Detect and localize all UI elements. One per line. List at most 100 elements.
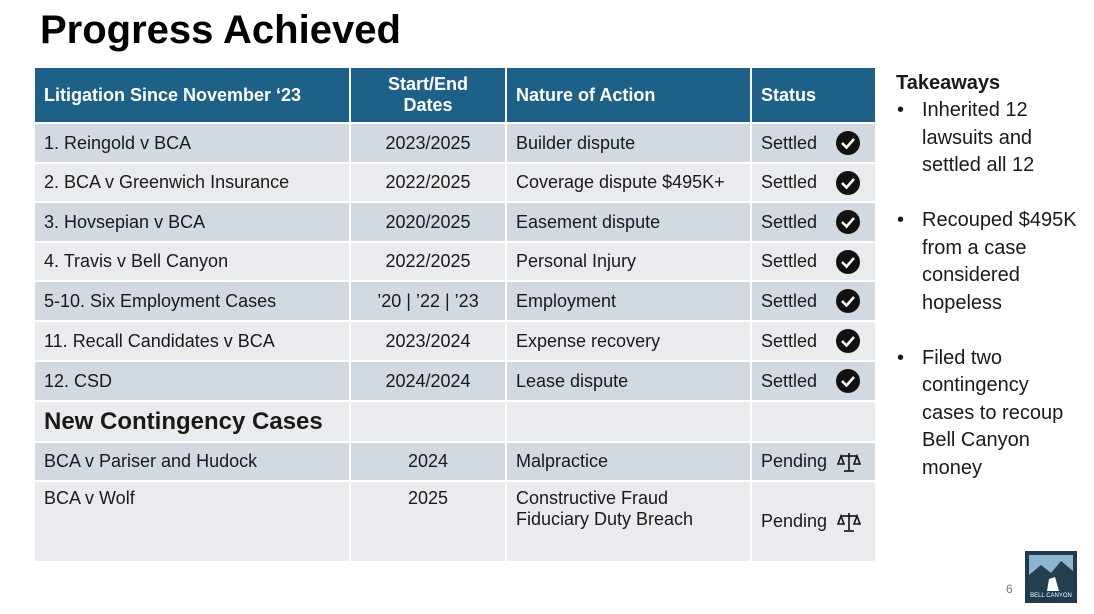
takeaway-line: lawsuits and [922,126,1033,149]
cell-text: Litigation Since November ‘23 [44,84,302,105]
cell-text: 11. Recall Candidates v BCA [44,330,275,351]
table-cell: 5-10. Six Employment Cases [35,282,351,322]
cell-text: Coverage dispute $495K+ [516,172,725,192]
cell-text: Nature of Action [516,84,656,105]
cell-text: Personal Injury [516,251,637,271]
table-cell: 2025 [351,482,507,563]
status-icon [837,510,861,534]
cell-text: 2023/2024 [385,330,471,351]
table-cell: ’20 | ’22 | ’23 [351,282,507,322]
cell-text: Settled [761,330,818,351]
table-cell: Settled [752,322,877,362]
takeaway-line: considered [922,264,1020,286]
status-icon [837,450,861,474]
bullet: • [897,99,905,121]
status-icon [835,130,861,156]
table-cell: 3. Hovsepian v BCA [35,203,351,243]
cell-text: BCA v Pariser and Hudock [44,451,258,471]
logo-text: BELL CANYON [1030,593,1072,599]
text-lines: Constructive Fraud Fiduciary Duty Breach [516,488,693,530]
bullet: • [897,346,905,369]
cell-text: 5-10. Six Employment Cases [44,290,277,311]
table-cell: Settled [752,164,877,203]
page-number: 6 [1006,582,1013,596]
cell-text: Settled [761,172,818,192]
table-cell: 2022/2025 [351,164,507,203]
logo: BELL CANYON [1025,551,1077,603]
takeaway-line: contingency [922,374,1029,396]
table-cell: Expense recovery [507,322,752,362]
status-icon [835,170,861,196]
takeaway-line: hopeless [922,291,1003,314]
table-cell: 12. CSD [35,362,351,402]
status-icon [835,368,861,394]
text-lines: Start/End Dates [388,74,468,116]
cell-text: Settled [761,211,818,232]
takeaway-line: Inherited 12 [922,99,1028,121]
cell-text: ’20 | ’22 | ’23 [377,290,479,311]
takeaway-line: cases to recoup [922,401,1064,424]
cell-text: BCA v Wolf [44,488,135,508]
table-cell: Easement dispute [507,203,752,243]
takeaway-line: Recouped $495K [922,209,1077,231]
bullet: • [897,209,905,231]
cell-text: 2025 [407,488,449,508]
table-cell: Settled [752,124,877,164]
table-cell: BCA v Wolf [35,482,351,563]
cell-text: 2023/2025 [385,132,471,153]
cell-text: 2024 [407,451,449,471]
cell-text: Expense recovery [516,330,661,351]
table-cell: 2. BCA v Greenwich Insurance [35,164,351,203]
cell-text: Builder dispute [516,132,636,153]
cell-text: 2020/2025 [385,211,471,232]
table-cell: 2020/2025 [351,203,507,243]
table-cell [752,402,877,443]
table-cell: 2023/2025 [351,124,507,164]
text-line: Start/End [387,74,468,94]
table-cell: Personal Injury [507,243,752,282]
cell-text: Easement dispute [516,211,661,232]
cell-text: Pending [761,511,828,531]
cell-text: 2024/2024 [385,370,471,391]
table-cell: Pending [752,482,877,563]
cell-text: 2022/2025 [385,172,471,192]
cell-text: 2. BCA v Greenwich Insurance [44,172,290,192]
table-cell: 1. Reingold v BCA [35,124,351,164]
takeaways-title: Takeaways [896,72,1001,94]
column-header: Status [752,68,877,124]
takeaway-line: from a case [922,236,1027,259]
table-cell: Builder dispute [507,124,752,164]
cell-text: Settled [761,251,818,271]
table-cell: Lease dispute [507,362,752,402]
table-cell: Settled [752,243,877,282]
cell-text: Status [761,84,817,105]
text-line: Fiduciary Duty Breach [516,509,694,529]
text-line: Constructive Fraud [516,488,669,508]
column-header: Litigation Since November ‘23 [35,68,351,124]
table-cell: 2024 [351,443,507,482]
status-icon [835,249,861,275]
takeaway-line: settled all 12 [922,154,1035,176]
column-header: Nature of Action [507,68,752,124]
table-cell: 2023/2024 [351,322,507,362]
table-cell: Constructive Fraud Fiduciary Duty Breach [507,482,752,563]
text-line: Dates [403,95,453,115]
cell-text: 2022/2025 [385,251,471,271]
slide-title: Progress Achieved [40,8,401,52]
takeaway-line: money [922,456,983,479]
table-cell: Malpractice [507,443,752,482]
cell-text: 3. Hovsepian v BCA [44,211,206,232]
cell-text: Settled [761,290,818,311]
cell-text: Settled [761,370,818,391]
cell-text: Lease dispute [516,370,629,391]
cell-text: Employment [516,290,617,311]
table-cell: Settled [752,282,877,322]
table-cell: 2022/2025 [351,243,507,282]
cell-text: 4. Travis v Bell Canyon [44,251,229,271]
cell-text: 1. Reingold v BCA [44,132,192,153]
section-heading: New Contingency Cases [35,402,351,443]
table-cell [507,402,752,443]
table-cell [351,402,507,443]
table-cell: Pending [752,443,877,482]
